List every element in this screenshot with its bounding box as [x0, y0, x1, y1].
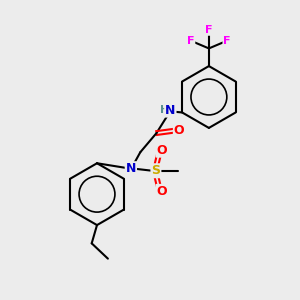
Text: F: F	[187, 36, 194, 46]
Text: N: N	[165, 103, 175, 117]
Text: F: F	[205, 25, 213, 35]
Text: O: O	[157, 144, 167, 157]
Text: H: H	[160, 105, 169, 115]
Text: N: N	[126, 162, 136, 175]
Text: O: O	[157, 185, 167, 198]
Text: F: F	[224, 36, 231, 46]
Text: S: S	[152, 164, 160, 177]
Text: O: O	[174, 124, 184, 137]
